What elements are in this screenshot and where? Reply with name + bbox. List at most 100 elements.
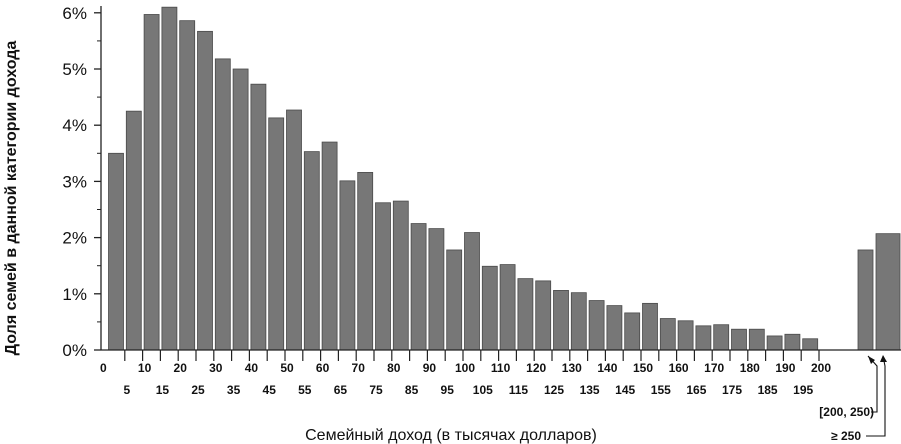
bar (410, 223, 427, 351)
bars (108, 6, 901, 351)
bar (232, 68, 249, 351)
x-tick-label: 135 (580, 383, 600, 397)
bar (286, 109, 302, 351)
x-tick-label: 15 (156, 383, 170, 397)
x-tick-label: 5 (123, 383, 130, 397)
bar (802, 338, 819, 351)
x-tick-label: 20 (174, 361, 188, 375)
bar (535, 280, 552, 351)
y-tick-label: 3% (62, 172, 87, 191)
y-tick-label: 1% (62, 285, 87, 304)
bar (588, 300, 605, 351)
x-tick-label: 55 (298, 383, 312, 397)
bar (624, 312, 641, 351)
x-tick-label: 145 (615, 383, 635, 397)
x-tick-label: 50 (280, 361, 294, 375)
annotations: [200, 250) ≥ 250 (819, 355, 887, 443)
x-tick-label: 75 (369, 383, 383, 397)
x-tick-label: 155 (651, 383, 671, 397)
annotation-connector (867, 355, 878, 413)
bar (748, 328, 765, 351)
x-tick-label: 25 (191, 383, 205, 397)
x-tick-label: 85 (405, 383, 419, 397)
x-tick-label: 150 (633, 361, 653, 375)
y-axis-label: Доля семей в данной категории дохода (3, 41, 20, 356)
bar (875, 233, 901, 351)
bar (784, 333, 801, 351)
x-axis: 0 10 20 30 40 50 60 70 80 90 100 110 120 130 140 150 160… (100, 349, 901, 397)
x-tick-label: 200 (811, 361, 831, 375)
bar (766, 335, 783, 351)
x-tick-label: 65 (334, 383, 348, 397)
x-tick-label: 40 (245, 361, 259, 375)
bar (857, 249, 874, 351)
bar (642, 302, 658, 351)
x-axis-label: Семейный доход (в тысячах долларов) (305, 427, 597, 444)
bar (143, 14, 160, 351)
x-tick-label: 170 (704, 361, 724, 375)
x-tick-label: 195 (793, 383, 813, 397)
bar (250, 83, 267, 351)
bar (553, 290, 569, 351)
x-tick-label: 160 (669, 361, 689, 375)
x-tick-label: 60 (316, 361, 330, 375)
x-tick-label: 35 (227, 383, 241, 397)
bar (464, 232, 480, 351)
bar (570, 292, 587, 351)
bar (197, 30, 213, 351)
arrowhead (880, 355, 887, 362)
bar (481, 265, 498, 351)
bar (161, 6, 178, 351)
y-tick-label: 4% (62, 116, 87, 135)
bar (339, 180, 356, 351)
y-tick-label: 0% (62, 341, 87, 360)
x-tick-label: 30 (209, 361, 223, 375)
arrowhead (868, 356, 875, 364)
bar (446, 249, 463, 351)
bar (428, 228, 445, 351)
bar (713, 324, 730, 351)
annotation-label: ≥ 250 (831, 429, 861, 443)
bar (517, 278, 534, 351)
y-tick-label: 2% (62, 229, 87, 248)
y-axis: 0% 1% 2% 3% 4% 5% 6% (62, 4, 102, 360)
x-tick-label: 125 (544, 383, 564, 397)
x-tick-label: 105 (473, 383, 493, 397)
bar (375, 202, 391, 351)
bar (303, 151, 320, 351)
x-tick-label: 130 (562, 361, 582, 375)
y-tick-label: 5% (62, 60, 87, 79)
annotation-connector (866, 355, 886, 437)
bar (499, 264, 516, 351)
x-tick-label: 115 (509, 383, 529, 397)
x-tick-label: 165 (686, 383, 706, 397)
bar (677, 320, 694, 351)
bar (392, 200, 409, 351)
x-tick-label: 0 (100, 361, 107, 375)
bar (357, 172, 374, 351)
x-tick-label: 10 (138, 361, 152, 375)
x-tick-label: 80 (387, 361, 401, 375)
bar (731, 328, 747, 351)
bar (659, 318, 676, 351)
bar (179, 20, 196, 351)
x-tick-label: 140 (597, 361, 617, 375)
x-tick-label: 70 (352, 361, 366, 375)
bar (268, 117, 285, 351)
x-tick-label: 180 (740, 361, 760, 375)
x-tick-label: 110 (491, 361, 511, 375)
y-tick-label: 6% (62, 4, 87, 23)
x-tick-label: 120 (526, 361, 546, 375)
x-tick-label: 100 (455, 361, 475, 375)
x-tick-label: 95 (441, 383, 455, 397)
x-tick-label: 190 (775, 361, 795, 375)
x-tick-label: 45 (263, 383, 277, 397)
bar (108, 152, 124, 351)
bar (125, 110, 142, 351)
bar (695, 325, 712, 351)
bar (321, 141, 338, 351)
bar (214, 58, 231, 351)
x-tick-label: 175 (722, 383, 742, 397)
annotation-label: [200, 250) (819, 405, 874, 419)
